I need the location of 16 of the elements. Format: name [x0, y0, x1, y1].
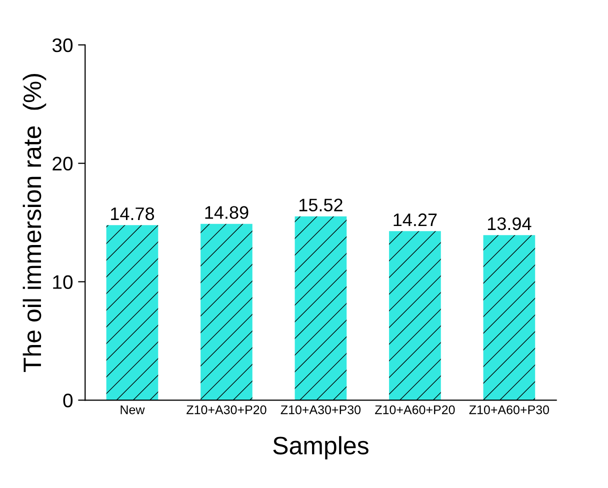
x-axis-title: Samples [273, 436, 368, 460]
data-label: 14.78 [111, 207, 154, 220]
y-tick-label: 0 [63, 394, 73, 408]
y-tick-label: 30 [52, 38, 73, 52]
x-tick-label: Z10+A30+P20 [186, 405, 266, 414]
data-label: 15.52 [300, 198, 342, 212]
y-axis-title: The oil immersion rate (%) [22, 74, 46, 372]
data-label: 14.89 [205, 206, 248, 219]
x-tick-label: Z10+A60+P30 [469, 405, 550, 414]
y-tick-label: 20 [52, 156, 73, 171]
x-tick-label: Z10+A30+P30 [280, 405, 361, 414]
x-tick-label: Z10+A60+P20 [375, 405, 455, 414]
y-tick-label: 10 [53, 275, 73, 289]
data-label: 14.27 [394, 213, 437, 226]
x-tick-label: New [120, 405, 145, 414]
data-label: 13.94 [488, 217, 532, 230]
